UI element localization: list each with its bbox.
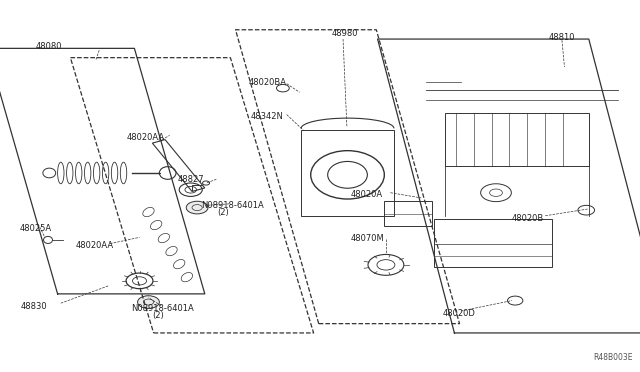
- Text: 48827: 48827: [178, 175, 205, 184]
- Text: 48020AA: 48020AA: [76, 241, 114, 250]
- Circle shape: [186, 201, 208, 214]
- Circle shape: [138, 296, 159, 308]
- Text: 48020AA: 48020AA: [127, 133, 165, 142]
- Text: 48342N: 48342N: [251, 112, 284, 121]
- Bar: [301, 130, 394, 216]
- Text: 48070M: 48070M: [351, 234, 385, 243]
- Text: R48B003E: R48B003E: [593, 353, 632, 362]
- Text: 48810: 48810: [549, 33, 575, 42]
- Bar: [384, 201, 432, 226]
- Text: 48020A: 48020A: [351, 190, 383, 199]
- Text: 48080: 48080: [35, 42, 61, 51]
- Text: 48025A: 48025A: [19, 224, 51, 233]
- Text: (2): (2): [218, 208, 229, 217]
- Text: 48020D: 48020D: [443, 309, 476, 318]
- Bar: [434, 219, 552, 267]
- Text: N08918-6401A: N08918-6401A: [131, 304, 194, 312]
- Text: N08918-6401A: N08918-6401A: [202, 201, 264, 210]
- Text: 48020B: 48020B: [512, 214, 544, 223]
- Text: 48980: 48980: [332, 29, 358, 38]
- Text: (2): (2): [152, 311, 164, 320]
- Text: 48830: 48830: [20, 302, 47, 311]
- Bar: [445, 113, 589, 166]
- Text: 48020BA: 48020BA: [248, 78, 286, 87]
